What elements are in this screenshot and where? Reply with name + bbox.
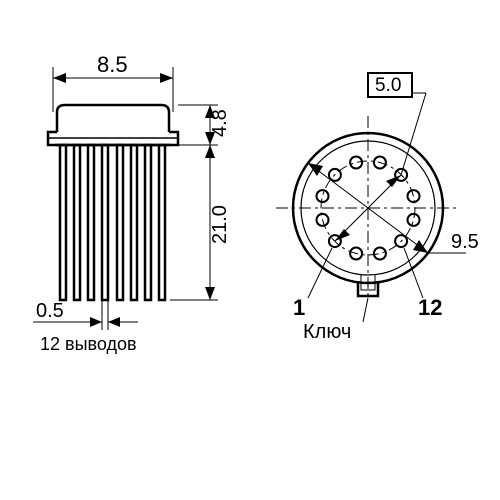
dim-cap-width: 8.5 <box>53 52 173 112</box>
pin-length-value: 21.0 <box>209 205 231 244</box>
pin-circle-dia-value: 5.0 <box>375 75 401 96</box>
cap-height-value: 4.8 <box>209 109 231 137</box>
pins <box>60 145 165 300</box>
footer-text: 12 выводов <box>40 334 137 354</box>
dim-pin-width: 0.5 <box>33 300 138 330</box>
cap-width-value: 8.5 <box>97 52 128 77</box>
pin-12-label: 12 <box>418 295 442 320</box>
key-label: Ключ <box>303 321 351 343</box>
side-view: 8.5 4 <box>33 52 231 330</box>
pin-1-label: 1 <box>293 295 305 320</box>
outer-dia-value: 9.5 <box>451 231 479 253</box>
bottom-view: 5.0 9.5 1 12 Ключ <box>276 73 479 343</box>
pin-width-value: 0.5 <box>36 300 64 322</box>
package-drawing: 8.5 4 <box>0 0 500 500</box>
cap-body <box>48 105 178 145</box>
